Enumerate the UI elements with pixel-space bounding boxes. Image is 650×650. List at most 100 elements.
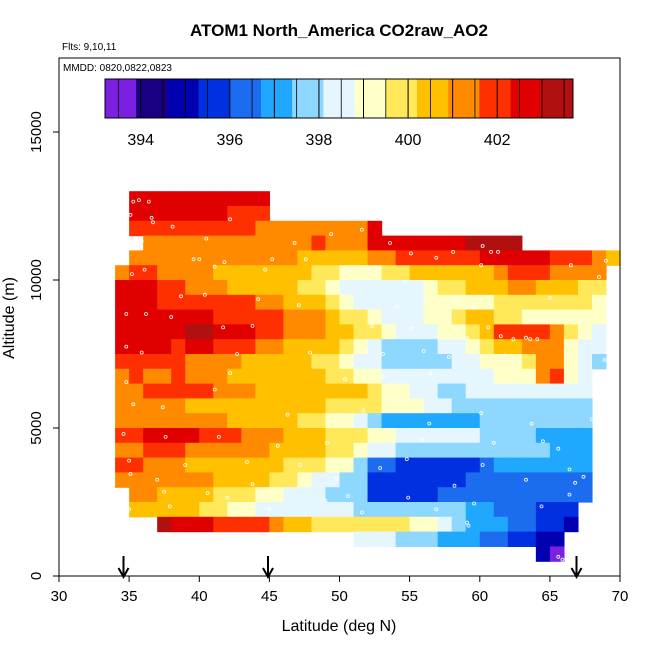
heatmap-cell — [129, 265, 144, 281]
heatmap-cell — [339, 472, 355, 488]
sample-point — [216, 434, 221, 439]
sample-point — [131, 199, 136, 204]
heatmap-cell — [171, 250, 186, 266]
heatmap-cell — [311, 383, 327, 399]
colorbar-segment — [417, 79, 449, 118]
sample-point — [567, 467, 572, 472]
heatmap-cell — [521, 309, 537, 325]
heatmap-cell — [451, 428, 467, 444]
heatmap-cell — [535, 294, 551, 311]
heatmap-cell — [129, 294, 144, 311]
heatmap-cell — [213, 206, 228, 222]
heatmap-cell — [549, 398, 565, 414]
heatmap-cell — [283, 457, 299, 473]
heatmap-cell — [339, 235, 355, 251]
heatmap-cell — [185, 516, 200, 533]
heatmap-cell — [311, 457, 327, 473]
heatmap-cell — [493, 531, 509, 547]
heatmap-cell — [353, 472, 369, 488]
heatmap-cell — [269, 294, 284, 311]
sample-point — [446, 355, 451, 359]
heatmap-cell — [325, 398, 341, 414]
sample-point — [573, 480, 577, 485]
sample-point — [169, 315, 174, 319]
heatmap-cell — [367, 442, 383, 459]
sample-point — [235, 352, 240, 356]
heatmap-cell — [227, 339, 242, 355]
chart-title: ATOM1 North_America CO2raw_AO2 — [190, 21, 488, 40]
heatmap-cell — [185, 413, 200, 429]
heatmap-cell — [213, 368, 228, 385]
sample-point — [334, 476, 339, 481]
heatmap-cell — [353, 531, 369, 547]
colorbar-segment — [541, 79, 574, 118]
heatmap-cell — [577, 280, 593, 296]
heatmap-cell — [283, 472, 299, 488]
heatmap-cell — [549, 250, 565, 266]
heatmap-cell — [549, 546, 565, 562]
heatmap-cell — [227, 428, 242, 444]
heatmap-cell — [339, 428, 355, 444]
heatmap-cell — [241, 457, 256, 473]
heatmap-cell — [577, 442, 593, 459]
heatmap-cell — [199, 339, 214, 355]
heatmap-cell — [269, 250, 284, 266]
heatmap-cell — [493, 428, 509, 444]
colorbar-segment — [479, 79, 512, 118]
heatmap-cell — [353, 324, 369, 340]
heatmap-cell — [409, 294, 425, 311]
heatmap-cell — [255, 354, 270, 370]
heatmap-cell — [465, 339, 481, 355]
sample-point — [127, 458, 132, 463]
heatmap-cell — [185, 280, 200, 296]
heatmap-cell — [227, 206, 242, 222]
sample-point — [409, 326, 413, 331]
heatmap-cell — [115, 280, 130, 296]
heatmap-cell — [549, 383, 565, 399]
arrow-head — [262, 567, 274, 580]
heatmap-cell — [297, 309, 313, 325]
heatmap-cell — [437, 502, 453, 518]
heatmap-cell — [199, 502, 214, 518]
heatmap-cell — [129, 280, 144, 296]
sample-point — [556, 554, 561, 559]
heatmap-cell — [255, 516, 270, 533]
heatmap-cell — [507, 324, 523, 340]
heatmap-cell — [507, 309, 523, 325]
heatmap-cell — [563, 324, 579, 340]
heatmap-cell — [269, 339, 284, 355]
heatmap-cell — [451, 413, 467, 429]
heatmap-cell — [185, 191, 200, 207]
heatmap-cell — [521, 339, 537, 355]
heatmap-cell — [297, 294, 313, 311]
sample-point — [347, 297, 352, 302]
heatmap-cell — [395, 502, 411, 518]
heatmap-cell — [129, 368, 144, 385]
heatmap-cell — [227, 472, 242, 488]
heatmap-cell — [199, 354, 214, 370]
heatmap-cell — [563, 413, 579, 429]
heatmap-cell — [381, 502, 397, 518]
heatmap-cell — [311, 309, 327, 325]
heatmap-cell — [535, 502, 551, 518]
heatmap-cell — [143, 206, 158, 222]
y-tick-label: 15000 — [28, 111, 45, 153]
sample-point — [604, 258, 608, 263]
heatmap-cell — [451, 250, 467, 266]
y-tick-label: 5000 — [28, 411, 45, 444]
heatmap-cell — [395, 294, 411, 311]
heatmap-cell — [451, 398, 467, 414]
heatmap-cell — [395, 428, 411, 444]
heatmap-cell — [185, 309, 200, 325]
heatmap-cell — [549, 413, 565, 429]
heatmap-cell — [451, 457, 467, 473]
heatmap-cell — [367, 235, 383, 251]
heatmap-cell — [479, 354, 495, 370]
heatmap-cell — [409, 280, 425, 296]
heatmap-cell — [325, 413, 341, 429]
heatmap-cell — [451, 280, 467, 296]
heatmap-cell — [199, 413, 214, 429]
heatmap-cell — [577, 309, 593, 325]
heatmap-cell — [437, 531, 453, 547]
heatmap-cell — [171, 324, 186, 340]
